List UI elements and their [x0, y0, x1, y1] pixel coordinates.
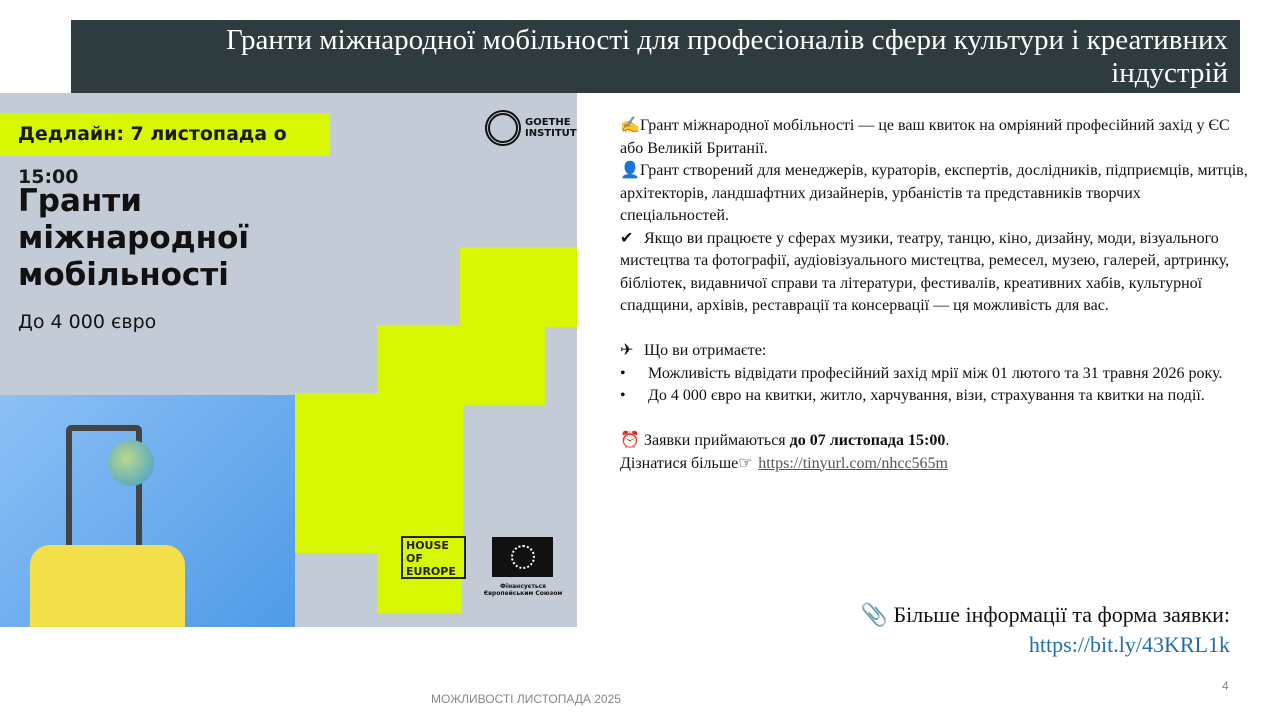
description: ✍Грант міжнародної мобільності — це ваш … — [620, 115, 1250, 475]
alarm-clock-icon: ⏰ — [620, 432, 640, 449]
footer-text: МОЖЛИВОСТІ ЛИСТОПАДА 2025 — [431, 692, 621, 706]
paperclip-icon: 📎 — [860, 602, 894, 627]
goethe-logo: GOETHE INSTITUT — [485, 110, 577, 146]
check-mark-icon: ✔ — [620, 229, 634, 247]
more-info: 📎 Більше інформації та форма заявки: htt… — [860, 602, 1230, 657]
pointing-hand-icon: ☞ — [738, 454, 753, 472]
deadline-banner: Дедлайн: 7 листопада о 15:00 — [0, 113, 330, 188]
poster-image: Дедлайн: 7 листопада о 15:00 Гранти міжн… — [0, 93, 577, 627]
suitcase-photo — [0, 395, 295, 627]
person-icon: 👤 — [620, 162, 640, 179]
list-item: • Можливість відвідати професійний захід … — [620, 364, 1223, 382]
poster-subtitle: До 4 000 євро — [18, 311, 157, 333]
poster-title: Гранти міжнародної мобільності — [18, 183, 250, 293]
tinyurl-link[interactable]: https://tinyurl.com/nhcc565m — [758, 454, 948, 472]
eu-caption: Фінансується Європейським Союзом — [483, 583, 563, 597]
house-of-europe-logo: HOUSE OF EUROPE — [401, 536, 466, 579]
list-item: • До 4 000 євро на квитки, житло, харчува… — [620, 387, 1205, 404]
bitly-link[interactable]: https://bit.ly/43KRL1k — [1028, 632, 1230, 657]
writing-hand-icon: ✍ — [620, 117, 640, 134]
eu-flag-logo — [492, 537, 553, 577]
page-number: 4 — [1222, 679, 1229, 693]
slide-title: Гранти міжнародної мобільності для профе… — [71, 20, 1240, 93]
airplane-icon: ✈ — [620, 342, 634, 359]
